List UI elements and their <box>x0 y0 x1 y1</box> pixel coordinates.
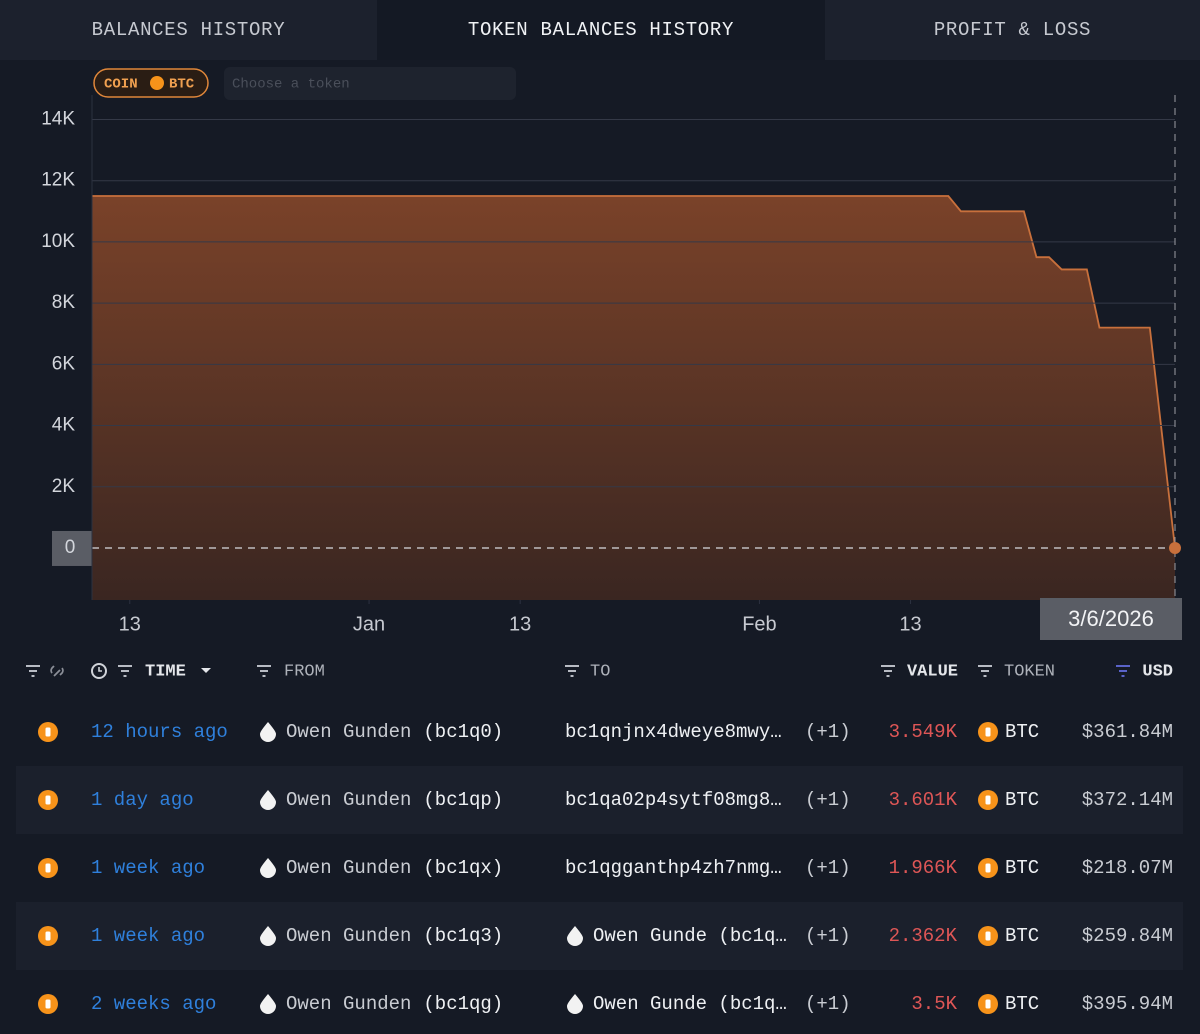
y-tick-label: 0 <box>65 537 76 558</box>
link-icon <box>50 665 64 677</box>
chip-coin-icon <box>150 76 164 90</box>
column-header[interactable]: TO <box>590 662 610 681</box>
row-to-address[interactable]: bc1qnjnx4dweye8mwy… <box>565 721 782 743</box>
row-from-tag[interactable]: (bc1q3) <box>423 925 503 947</box>
chip-token: BTC <box>169 77 195 93</box>
btc-icon-mark <box>45 727 51 737</box>
entity-icon <box>567 994 583 1014</box>
row-value: 3.549K <box>889 721 958 743</box>
row-token[interactable]: BTC <box>1005 721 1039 743</box>
row-time[interactable]: 12 hours ago <box>91 721 228 743</box>
tab[interactable] <box>825 0 1200 60</box>
row-to-extra: (+1) <box>805 721 851 743</box>
row-to-extra: (+1) <box>805 925 851 947</box>
row-token[interactable]: BTC <box>1005 857 1039 879</box>
tab-label: TOKEN BALANCES HISTORY <box>468 19 734 41</box>
btc-icon-mark <box>985 931 991 941</box>
row-token[interactable]: BTC <box>1005 789 1039 811</box>
y-tick-label: 14K <box>41 109 75 130</box>
row-to-label[interactable]: Owen Gunde (bc1q… <box>593 925 787 947</box>
row-to-extra: (+1) <box>805 789 851 811</box>
clock-hands <box>98 667 102 672</box>
y-tick-label: 12K <box>41 170 75 191</box>
row-from-tag[interactable]: (bc1qx) <box>423 857 503 879</box>
row-from-name[interactable]: Owen Gunden <box>286 857 411 879</box>
row-to-address[interactable]: bc1qa02p4sytf08mg8… <box>565 789 782 811</box>
x-tick-label: 13 <box>899 613 921 635</box>
crosshair-y-box <box>52 530 92 566</box>
balance-area <box>92 196 1175 600</box>
balance-line <box>92 195 1176 549</box>
row-value: 3.5K <box>911 993 957 1015</box>
row-from-name[interactable]: Owen Gunden <box>286 925 411 947</box>
clock-icon <box>91 663 107 679</box>
btc-icon-mark <box>985 999 991 1009</box>
row-usd: $372.14M <box>1082 789 1173 811</box>
tab[interactable] <box>377 0 825 60</box>
row-time[interactable]: 1 day ago <box>91 789 194 811</box>
crosshair-x-label: 3/6/2026 <box>1068 606 1154 631</box>
entity-icon <box>260 858 276 878</box>
row-to-extra: (+1) <box>805 857 851 879</box>
tab[interactable] <box>0 0 377 60</box>
row-to-label[interactable]: Owen Gunde (bc1q… <box>593 993 787 1015</box>
tab-label: PROFIT & LOSS <box>934 19 1091 41</box>
entity-icon <box>260 926 276 946</box>
row-from-name[interactable]: Owen Gunden <box>286 789 411 811</box>
column-header[interactable]: FROM <box>284 662 325 681</box>
row-from-tag[interactable]: (bc1q0) <box>423 721 503 743</box>
y-tick-label: 8K <box>52 292 76 313</box>
row-from-name[interactable]: Owen Gunden <box>286 721 411 743</box>
column-header[interactable]: TOKEN <box>1004 662 1055 681</box>
x-tick-label: Jan <box>353 613 385 635</box>
crosshair-x-box <box>1040 598 1182 640</box>
row-time[interactable]: 1 week ago <box>91 925 205 947</box>
column-header[interactable]: TIME <box>145 662 186 681</box>
entity-icon <box>260 722 276 742</box>
row-usd: $361.84M <box>1082 721 1173 743</box>
y-tick-label: 2K <box>52 476 76 497</box>
x-tick-label: Feb <box>742 613 776 635</box>
column-header[interactable]: USD <box>1142 662 1173 681</box>
x-tick-label: 13 <box>509 613 531 635</box>
column-header[interactable]: VALUE <box>907 662 958 681</box>
y-tick-label: 4K <box>52 415 76 436</box>
row-value: 1.966K <box>889 857 958 879</box>
btc-icon-mark <box>45 863 51 873</box>
last-point <box>1169 541 1181 554</box>
chip-type: COIN <box>104 77 138 93</box>
row-value: 2.362K <box>889 925 958 947</box>
row-token[interactable]: BTC <box>1005 993 1039 1015</box>
x-tick-label: 13 <box>119 613 141 635</box>
row-time[interactable]: 1 week ago <box>91 857 205 879</box>
row-to-address[interactable]: bc1qgganthp4zh7nmg… <box>565 857 782 879</box>
btc-icon-mark <box>985 795 991 805</box>
search-placeholder: Choose a token <box>232 77 350 93</box>
entity-icon <box>260 790 276 810</box>
row-token[interactable]: BTC <box>1005 925 1039 947</box>
row-usd: $259.84M <box>1082 925 1173 947</box>
entity-icon <box>567 926 583 946</box>
btc-icon-mark <box>985 863 991 873</box>
row-from-tag[interactable]: (bc1qg) <box>423 993 503 1015</box>
entity-icon <box>260 994 276 1014</box>
row-to-extra: (+1) <box>805 993 851 1015</box>
btc-icon-mark <box>45 795 51 805</box>
sort-caret[interactable] <box>201 668 211 673</box>
y-tick-label: 10K <box>41 231 75 252</box>
tab-label: BALANCES HISTORY <box>92 19 286 41</box>
row-usd: $395.94M <box>1082 993 1173 1015</box>
y-tick-label: 6K <box>52 353 76 374</box>
row-value: 3.601K <box>889 789 958 811</box>
token-search[interactable] <box>224 67 516 100</box>
btc-icon-mark <box>985 727 991 737</box>
row-usd: $218.07M <box>1082 857 1173 879</box>
row-time[interactable]: 2 weeks ago <box>91 993 216 1015</box>
row-from-tag[interactable]: (bc1qp) <box>423 789 503 811</box>
btc-icon-mark <box>45 999 51 1009</box>
row-from-name[interactable]: Owen Gunden <box>286 993 411 1015</box>
btc-icon-mark <box>45 931 51 941</box>
